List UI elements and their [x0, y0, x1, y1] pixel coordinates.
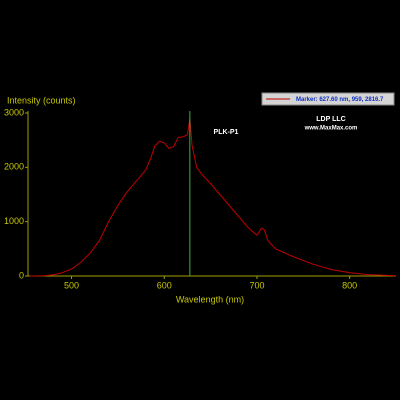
x-axis-label: Wavelength (nm) — [176, 294, 244, 304]
x-tick-label: 800 — [342, 280, 357, 290]
legend-box — [261, 92, 395, 106]
y-tick-label: 2000 — [4, 162, 24, 172]
x-tick-label: 700 — [249, 280, 264, 290]
legend-text: Marker: 627.60 nm, 959, 2816.7 — [296, 97, 384, 103]
y-tick-label: 3000 — [4, 107, 24, 117]
y-axis-label: Intensity (counts) — [7, 95, 76, 105]
y-tick-label: 0 — [19, 270, 24, 280]
data-line — [29, 118, 397, 277]
y-tick-label: 1000 — [4, 216, 24, 226]
annotation: PLK-P1 — [214, 129, 239, 136]
annotation: LDP LLC — [316, 116, 345, 123]
annotation: www.MaxMax.com — [304, 126, 358, 132]
x-tick-label: 500 — [64, 280, 79, 290]
x-tick-label: 600 — [157, 280, 172, 290]
